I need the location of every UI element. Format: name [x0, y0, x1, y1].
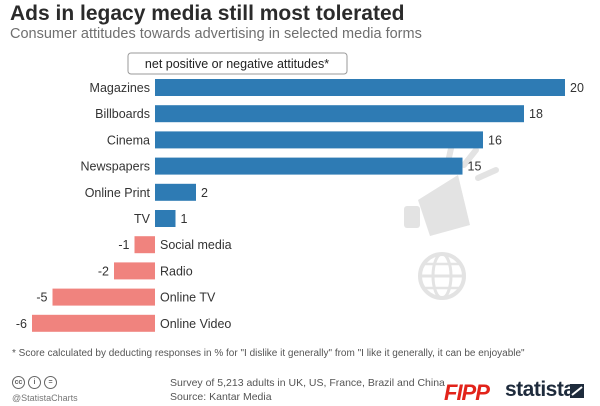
- bar-magazines: [155, 79, 565, 96]
- category-label-online-tv: Online TV: [160, 291, 216, 305]
- megaphone-globe-icon: [404, 141, 499, 300]
- fipp-logo: FIPP: [444, 380, 490, 405]
- value-label-online-print: 2: [201, 186, 208, 200]
- source-note: Source: Kantar Media: [170, 391, 272, 403]
- value-label-magazines: 20: [570, 81, 584, 95]
- cc-icon: cc: [12, 376, 25, 389]
- bar-online-video: [32, 314, 155, 332]
- bar-chart: net positive or negative attitudes* Maga…: [16, 52, 584, 332]
- bar-online-tv: [52, 288, 155, 306]
- value-label-tv: 1: [181, 212, 188, 226]
- bar-radio: [114, 262, 155, 280]
- bar-social-media: [134, 236, 155, 254]
- value-label-online-video: -6: [16, 317, 27, 331]
- category-label-online-video: Online Video: [160, 317, 231, 331]
- statista-charts-handle: @StatistaCharts: [12, 393, 78, 403]
- footnote: * Score calculated by deducting response…: [12, 348, 525, 359]
- value-label-cinema: 16: [488, 133, 502, 147]
- value-label-radio: -2: [98, 264, 109, 278]
- value-label-newspapers: 15: [468, 160, 482, 174]
- category-label-radio: Radio: [160, 264, 193, 278]
- category-label-online-print: Online Print: [85, 186, 151, 200]
- nd-icon: =: [44, 376, 57, 389]
- bar-newspapers: [155, 157, 463, 175]
- survey-note: Survey of 5,213 adults in UK, US, France…: [170, 377, 445, 389]
- value-label-billboards: 18: [529, 107, 543, 121]
- by-icon: i: [28, 376, 41, 389]
- chart-subtitle: Consumer attitudes towards advertising i…: [10, 26, 422, 42]
- bar-online-print: [155, 183, 196, 201]
- legend-label: net positive or negative attitudes*: [145, 57, 329, 71]
- statista-logo-icon: [570, 384, 584, 398]
- bar-billboards: [155, 105, 524, 123]
- category-label-social-media: Social media: [160, 238, 232, 252]
- category-label-cinema: Cinema: [107, 133, 150, 147]
- category-label-magazines: Magazines: [90, 81, 150, 95]
- bar-tv: [155, 210, 176, 227]
- license-icons: cc i =: [12, 376, 57, 389]
- category-label-tv: TV: [134, 212, 151, 226]
- value-label-online-tv: -5: [36, 291, 47, 305]
- category-label-billboards: Billboards: [95, 107, 150, 121]
- chart-title: Ads in legacy media still most tolerated: [10, 2, 405, 25]
- bar-cinema: [155, 131, 483, 149]
- value-label-social-media: -1: [118, 238, 129, 252]
- statista-logo: statista: [505, 378, 575, 401]
- legend-box: net positive or negative attitudes*: [127, 52, 348, 75]
- category-label-newspapers: Newspapers: [81, 160, 150, 174]
